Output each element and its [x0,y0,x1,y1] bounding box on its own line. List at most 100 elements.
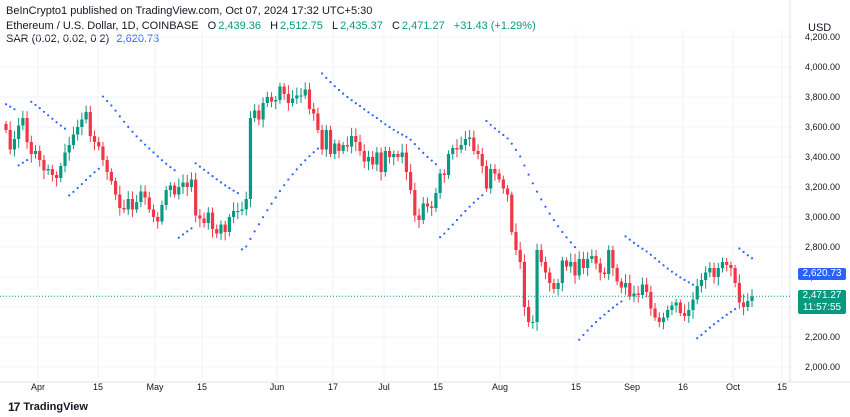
candle-body [446,154,451,175]
close-label: C [391,20,400,32]
sar-dot [249,237,252,240]
sar-dot [409,138,412,141]
sar-dot [565,236,568,239]
symbol-title[interactable]: Ethereum / U.S. Dollar, 1D, COINBASE [6,20,199,32]
sar-dot [110,104,113,107]
candle-body [514,232,518,250]
sar-dot [493,127,497,130]
sar-dot [253,230,256,233]
candle-body [50,169,54,175]
sar-dot [346,95,349,99]
sar-dot [510,142,513,145]
sar-dot [122,120,126,123]
candle-body [746,301,750,307]
sar-dot [384,123,387,126]
sar-dot [76,186,79,190]
candle-body [737,283,741,303]
sar-dot [729,310,733,313]
sar-dot [582,333,585,337]
y-tick-label: 3,600.00 [805,122,840,132]
sar-dot [540,198,543,201]
candle-body [345,145,349,147]
sar-dot [97,167,100,170]
candle-body [113,181,118,195]
currency-label[interactable]: USD [808,22,832,34]
candle-body [459,145,463,150]
sar-dot [13,108,16,111]
sar-dot [333,85,336,88]
candle-body [358,142,362,151]
sar-dot [270,202,273,205]
sar-dot [63,127,67,130]
candle-body [122,208,126,210]
candle-body [573,262,577,276]
sar-dot [42,110,46,113]
candle-body [666,310,670,318]
sar-dot [481,194,484,197]
sar-dot [169,166,172,169]
candle-body [674,302,678,306]
candle-body [147,197,151,210]
candle-body [269,97,274,102]
sar-dot [316,147,319,150]
candle-body [38,151,42,160]
sar-dot [611,306,615,309]
candle-body [143,191,147,198]
sar-dot [683,278,686,281]
bar-countdown: 11:57:55 [802,302,842,313]
sar-dot [645,250,648,253]
sar-dot [460,214,463,217]
candle-body [531,322,535,323]
sar-dot [139,139,142,142]
candle-body [560,260,564,283]
sar-dot [434,162,437,166]
sar-dot [84,178,88,181]
candle-body [653,308,657,318]
candle-body [202,218,206,223]
candle-body [286,94,290,103]
candle-body [21,118,25,126]
sar-dot [354,102,357,105]
sar-dot [350,99,353,102]
y-tick-label: 2,000.00 [805,362,840,372]
sar-dot [160,159,164,162]
candle-body [556,283,560,289]
candle-body [189,179,194,187]
candle-body [307,89,312,109]
low-value: 2,435.37 [340,20,383,32]
candle-body [156,217,160,222]
candle-body [733,268,737,283]
legend-row: Ethereum / U.S. Dollar, 1D, COINBASE O 2,… [6,20,536,32]
candle-body [581,259,586,268]
candle-body [17,125,21,139]
sar-dot [21,161,24,164]
sar-dot [278,190,282,193]
sar-dot [363,108,366,111]
sar-dot [443,232,446,235]
candle-body [362,151,366,162]
candle-body [505,188,510,195]
sar-dot [624,235,627,238]
sar-dot [207,171,210,174]
candle-body [708,268,712,273]
sar-dot [439,236,442,239]
x-tick-label: 15 [777,382,787,392]
candle-body [248,118,253,199]
sar-indicator-label[interactable]: SAR (0.02, 0.02, 0.2) [6,33,110,45]
close-value: 2,471.27 [401,20,445,32]
sar-dot [620,300,623,303]
candle-body [649,292,653,309]
tradingview-logo[interactable]: 17 TradingView [8,400,88,414]
x-tick-label: 15 [571,382,581,392]
candle-body [539,250,543,262]
sar-dot [573,246,577,249]
candle-body [543,262,548,273]
candle-body [484,166,489,189]
last-price-tag: 2,471.27 11:57:55 [798,290,846,314]
candle-body [4,124,8,130]
sar-dot [666,267,669,270]
sar-dot [696,337,699,340]
sar-dot [114,109,117,112]
sar-dot [746,254,749,257]
